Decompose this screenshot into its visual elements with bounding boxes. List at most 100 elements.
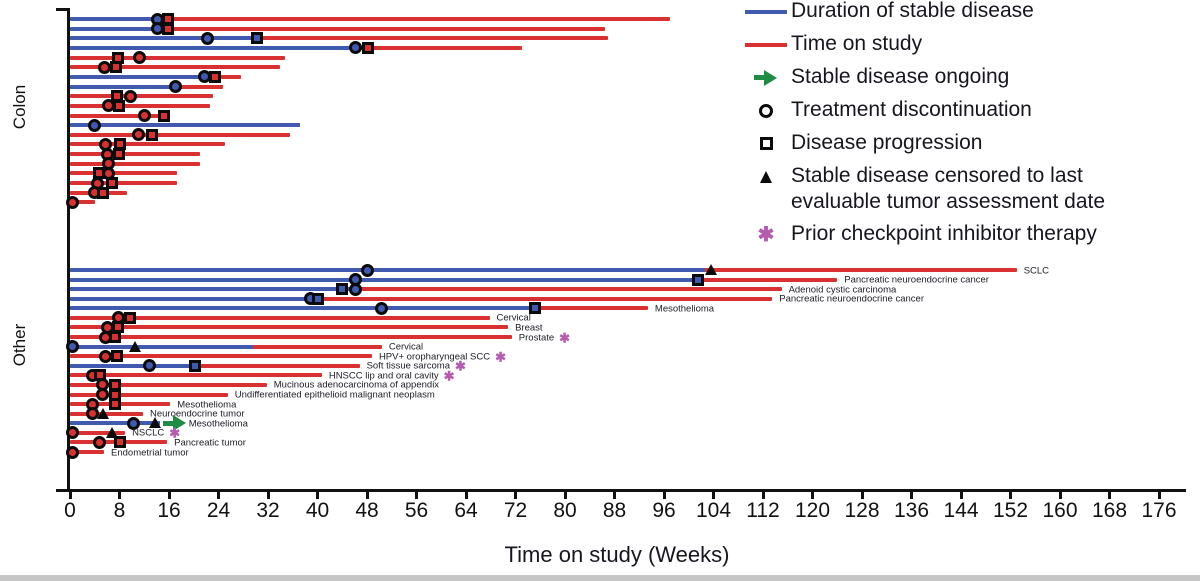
disease-progression-square-marker <box>336 283 349 296</box>
treatment-discontinuation-circle-marker <box>65 445 79 459</box>
treatment-discontinuation-circle-marker <box>123 89 137 103</box>
tumor-type-label: Adenoid cystic carcinoma <box>788 284 897 296</box>
legend-item: Duration of stable disease <box>741 0 1181 25</box>
treatment-discontinuation-circle-marker <box>168 80 182 94</box>
red-line-icon <box>741 31 791 58</box>
disease-progression-square-marker <box>109 398 122 411</box>
x-axis-tick <box>1058 492 1062 499</box>
x-axis-tick-label: 24 <box>206 499 231 522</box>
x-axis-tick <box>365 492 369 499</box>
treatment-discontinuation-circle-marker <box>87 118 101 132</box>
tumor-type-label: Cervical <box>496 312 531 324</box>
legend-item-label: Prior checkpoint inhibitor therapy <box>791 222 1097 245</box>
x-axis-tick-label: 168 <box>1091 499 1128 522</box>
star-icon: ✱ <box>741 221 791 248</box>
time-on-study-bar <box>70 55 285 60</box>
time-on-study-bar <box>70 94 213 99</box>
prior-checkpoint-star-icon: ✱ <box>169 425 181 441</box>
treatment-discontinuation-circle-marker <box>138 109 152 122</box>
stable-disease-bar <box>70 17 158 21</box>
row-label: SCLC <box>1024 265 1049 276</box>
x-axis-tick-label: 72 <box>503 499 528 522</box>
x-axis-tick-label: 48 <box>355 499 379 522</box>
circle-icon <box>741 97 791 124</box>
disease-progression-square-marker <box>250 32 263 45</box>
treatment-discontinuation-circle-marker <box>98 349 112 363</box>
time-on-study-bar <box>70 17 671 21</box>
x-axis-title: Time on study (Weeks) <box>504 542 730 567</box>
x-axis-tick-label: 120 <box>794 499 831 522</box>
treatment-discontinuation-circle-marker <box>97 60 111 74</box>
row-label: Undifferentiated epithelioid malignant n… <box>235 390 435 401</box>
x-axis-tick-label: 144 <box>943 499 979 522</box>
disease-progression-square-marker <box>528 302 541 315</box>
group-label-other: Other <box>10 323 29 367</box>
tumor-type-label: Mucinous adenocarcinoma of appendix <box>273 379 440 391</box>
disease-progression-square-marker <box>361 41 374 54</box>
time-on-study-bar <box>70 450 105 455</box>
x-axis-tick <box>118 492 121 499</box>
row-label: Neuroendocrine tumor <box>150 409 245 420</box>
stable-disease-bar <box>70 344 253 349</box>
disease-progression-square-marker <box>109 331 122 344</box>
time-on-study-bar <box>70 113 171 118</box>
row-label: NSCLC ✱ <box>132 427 180 440</box>
treatment-discontinuation-circle-marker <box>349 282 363 296</box>
row-label: Endometrial tumor <box>111 447 189 458</box>
x-axis-tick-label: 80 <box>553 499 577 522</box>
tumor-type-label: Pancreatic tumor <box>174 437 246 449</box>
prior-checkpoint-star-icon: ✱ <box>559 330 571 346</box>
disease-progression-square-marker <box>110 61 123 74</box>
arrow-tail <box>754 75 765 80</box>
legend-item: ✱ Prior checkpoint inhibitor therapy <box>741 221 1181 248</box>
tumor-type-label: Pancreatic neuroendocrine cancer <box>779 293 924 305</box>
y-axis-top-tick <box>56 8 70 11</box>
star-glyph: ✱ <box>757 223 775 246</box>
arrow-tail <box>162 420 174 426</box>
x-axis-tick-label: 8 <box>113 499 126 522</box>
tumor-type-label: NSCLC <box>132 427 165 439</box>
legend-item-label: Disease progression <box>791 131 983 154</box>
disease-progression-square-marker <box>111 350 124 363</box>
x-axis-tick-label: 152 <box>992 499 1029 522</box>
stable-disease-bar <box>70 36 257 41</box>
disease-progression-square-marker <box>124 311 137 324</box>
triangle-icon <box>741 163 791 190</box>
disease-progression-square-marker <box>208 70 221 83</box>
arrow-head <box>764 69 777 86</box>
tumor-type-label: Cervical <box>388 341 424 353</box>
x-axis-tick <box>68 492 72 499</box>
tumor-type-label: HNSCC lip and oral cavity <box>328 370 439 382</box>
stable-disease-bar <box>70 45 356 50</box>
x-axis-tick-label: 16 <box>157 499 181 522</box>
stable-disease-bar <box>70 363 195 368</box>
row-label: Cervical <box>389 342 423 353</box>
tumor-type-label: HPV+ oropharyngeal SCC <box>378 351 491 363</box>
x-axis-tick-label: 32 <box>256 499 280 522</box>
treatment-discontinuation-circle-marker <box>131 128 145 142</box>
legend-item-label: Treatment discontinuation <box>791 98 1032 121</box>
censored-triangle-marker <box>149 417 162 429</box>
x-axis-tick-label: 104 <box>695 499 732 522</box>
row-label: Mucinous adenocarcinoma of appendix <box>274 380 439 391</box>
legend-item: Stable disease censored to last evaluabl… <box>741 163 1181 215</box>
x-axis-tick <box>761 492 765 499</box>
stable-disease-bar <box>70 84 176 89</box>
row-label: Soft tissue sarcoma ✱ <box>367 360 466 373</box>
time-on-study-bar <box>70 103 210 108</box>
x-axis-tick <box>662 492 666 499</box>
stable-disease-bar <box>70 287 356 292</box>
treatment-discontinuation-circle-marker <box>143 359 157 373</box>
x-axis-tick <box>712 492 715 499</box>
disease-progression-square-marker <box>312 292 325 305</box>
stable-disease-bar <box>70 123 301 128</box>
treatment-discontinuation-circle-marker <box>65 195 79 209</box>
disease-progression-square-marker <box>145 128 158 141</box>
time-on-study-bar <box>70 354 372 359</box>
time-on-study-bar <box>70 36 609 41</box>
tumor-type-label: Mesothelioma <box>177 399 237 411</box>
time-on-study-bar <box>70 161 200 166</box>
time-on-study-bar <box>70 392 228 397</box>
treatment-discontinuation-circle-marker <box>93 435 107 449</box>
legend: Duration of stable disease Time on study S… <box>741 0 1181 254</box>
